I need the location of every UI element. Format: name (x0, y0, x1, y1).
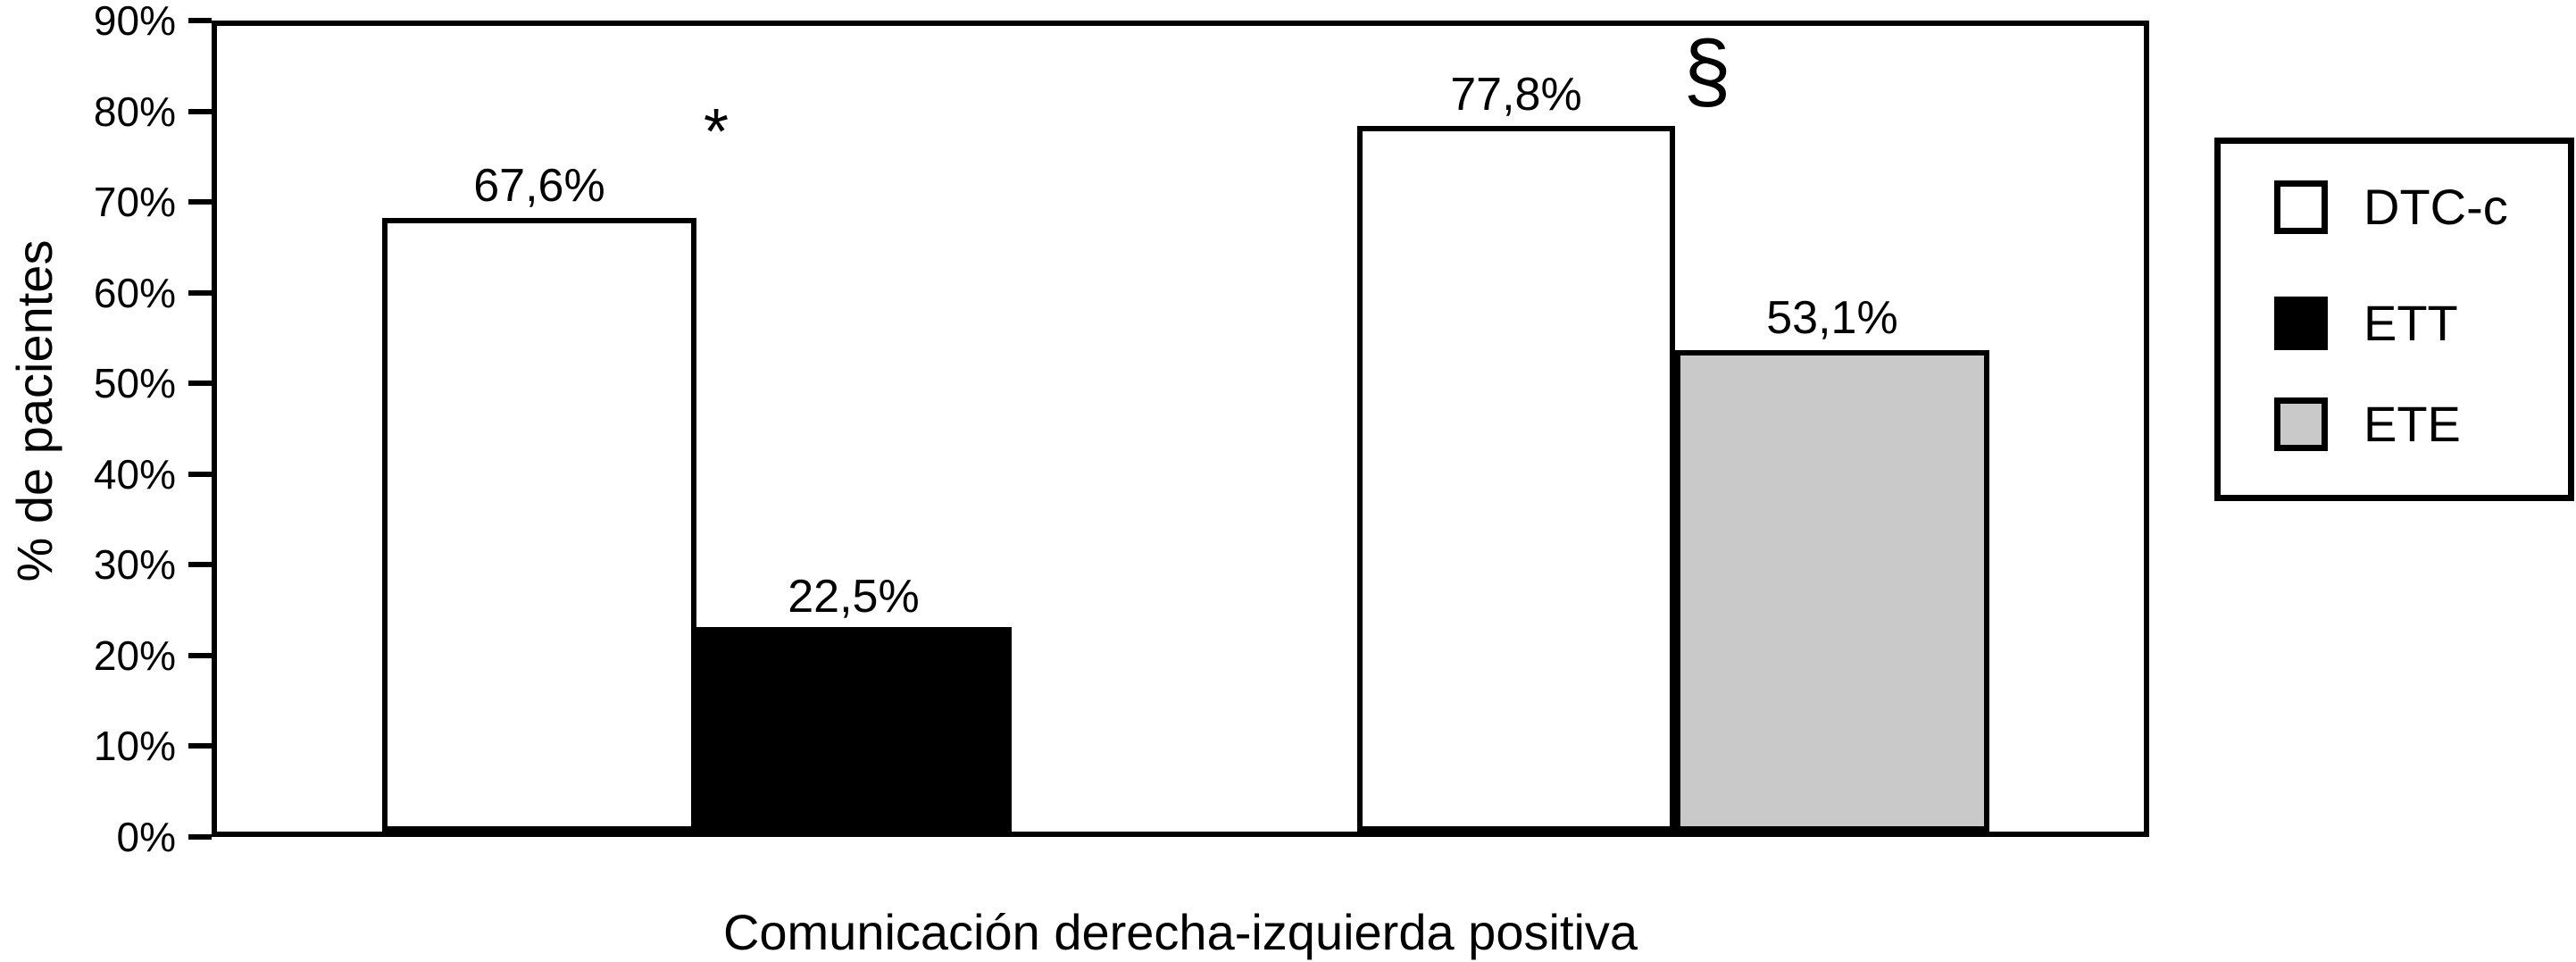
y-tick-label-60: 60% (93, 270, 176, 316)
legend-swatch-dtcc (2274, 180, 2328, 234)
legend-entry-ett: ETT (2274, 297, 2458, 350)
y-tick-mark (188, 109, 212, 114)
bar-ete (1675, 350, 1989, 832)
y-tick-label-30: 30% (93, 541, 176, 588)
y-tick-label-0: 0% (116, 814, 176, 860)
legend-entry-dtcc: DTC-c (2274, 180, 2508, 234)
legend: DTC-c ETT ETE (2214, 138, 2574, 501)
legend-label-dtcc: DTC-c (2363, 179, 2508, 235)
y-tick-mark (188, 18, 212, 23)
y-tick-label-50: 50% (93, 360, 176, 406)
y-tick-label-40: 40% (93, 451, 176, 498)
y-tick-mark (188, 653, 212, 658)
bar-ett (696, 627, 1012, 832)
y-tick-mark (188, 199, 212, 205)
x-axis-title: Comunicación derecha-izquierda positiva (722, 904, 1638, 960)
y-tick-mark (188, 743, 212, 749)
y-tick-label-90: 90% (93, 0, 176, 44)
legend-swatch-ete (2274, 397, 2328, 451)
y-tick-label-80: 80% (93, 88, 176, 135)
y-tick-mark (188, 834, 212, 840)
legend-entry-ete: ETE (2274, 397, 2461, 451)
significance-asterisk: * (703, 96, 729, 168)
bar-value-label-dtcc-group1: 67,6% (473, 160, 605, 212)
y-tick-mark (188, 290, 212, 296)
bar-dtcc-group2 (1357, 126, 1675, 832)
y-tick-label-70: 70% (93, 179, 176, 225)
y-tick-mark (188, 562, 212, 567)
bar-value-label-ete: 53,1% (1766, 292, 1898, 344)
legend-label-ete: ETE (2363, 396, 2461, 452)
y-tick-label-20: 20% (93, 632, 176, 679)
significance-section-mark: § (1683, 23, 1731, 119)
bar-value-label-dtcc-group2: 77,8% (1450, 69, 1582, 121)
legend-swatch-ett (2274, 297, 2328, 350)
legend-label-ett: ETT (2363, 295, 2458, 351)
y-tick-label-10: 10% (93, 723, 176, 769)
y-tick-mark (188, 472, 212, 477)
y-tick-mark (188, 381, 212, 386)
bar-value-label-ett: 22,5% (788, 571, 920, 623)
bar-dtcc-group1 (382, 218, 696, 832)
